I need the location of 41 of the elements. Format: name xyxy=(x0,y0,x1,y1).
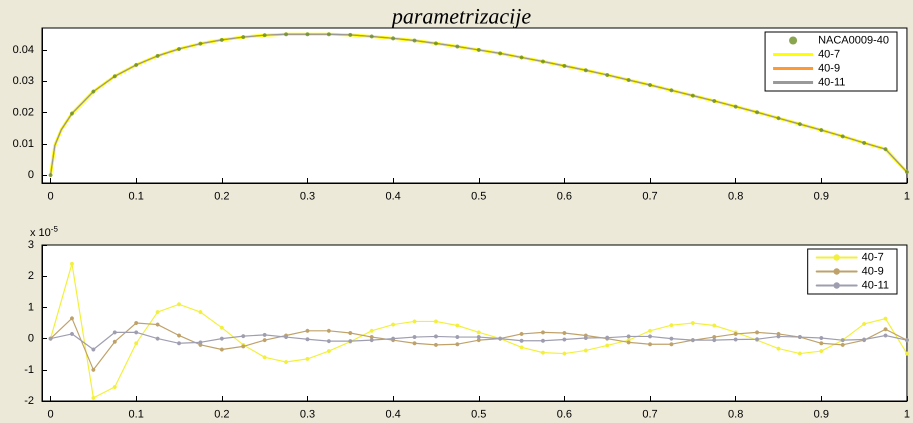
y-tick-label: 0 xyxy=(28,169,34,182)
legend-label: NACA0009-40 xyxy=(818,34,890,46)
y-tick-label: 1 xyxy=(28,301,34,314)
legend-label: 40-7 xyxy=(862,252,884,264)
x-tick-label: 0.6 xyxy=(556,190,572,202)
chart-title: parametrizacije xyxy=(390,4,532,28)
x-tick-label: 1 xyxy=(904,408,910,420)
legend-label: 40-9 xyxy=(818,62,840,74)
x-tick-label: 0 xyxy=(48,190,54,202)
x-tick-label: 0.4 xyxy=(385,408,401,420)
y-tick-label: 0.04 xyxy=(12,44,34,56)
y-tick-label: 0.03 xyxy=(12,75,34,88)
y-tick-label: 3 xyxy=(28,239,34,251)
x-tick-label: 0.2 xyxy=(214,408,230,420)
legend-label: 40-9 xyxy=(862,266,884,278)
x-tick-label: 1 xyxy=(904,190,910,202)
y-tick-label: 2 xyxy=(28,270,34,282)
x-tick-label: 0.7 xyxy=(642,408,658,420)
x-tick-label: 0.1 xyxy=(128,408,144,420)
legend-label: 40-11 xyxy=(818,76,846,88)
legend-label: 40-7 xyxy=(818,48,840,60)
y-tick-label: -1 xyxy=(24,364,34,376)
x-tick-label: 0.9 xyxy=(814,408,829,420)
x-tick-label: 0.6 xyxy=(556,408,572,420)
x-tick-label: 0.5 xyxy=(471,190,486,202)
x-tick-label: 0.9 xyxy=(814,190,829,202)
x-tick-label: 0.3 xyxy=(300,408,316,420)
x-tick-label: 0.1 xyxy=(128,190,144,202)
x-tick-label: 0.2 xyxy=(214,190,230,202)
y-tick-label: -2 xyxy=(24,395,34,407)
y-tick-label: 0 xyxy=(28,332,34,345)
legend-label: 40-11 xyxy=(862,280,890,292)
x-tick-label: 0.8 xyxy=(728,190,744,202)
x-tick-label: 0.5 xyxy=(471,408,486,420)
x-tick-label: 0.4 xyxy=(385,190,401,202)
x-tick-label: 0 xyxy=(48,408,54,420)
x-tick-label: 0.7 xyxy=(642,190,658,202)
y-tick-label: 0.01 xyxy=(12,138,34,150)
x-tick-label: 0.8 xyxy=(728,408,744,420)
y-tick-label: 0.02 xyxy=(12,106,34,119)
x-tick-label: 0.3 xyxy=(300,190,316,202)
